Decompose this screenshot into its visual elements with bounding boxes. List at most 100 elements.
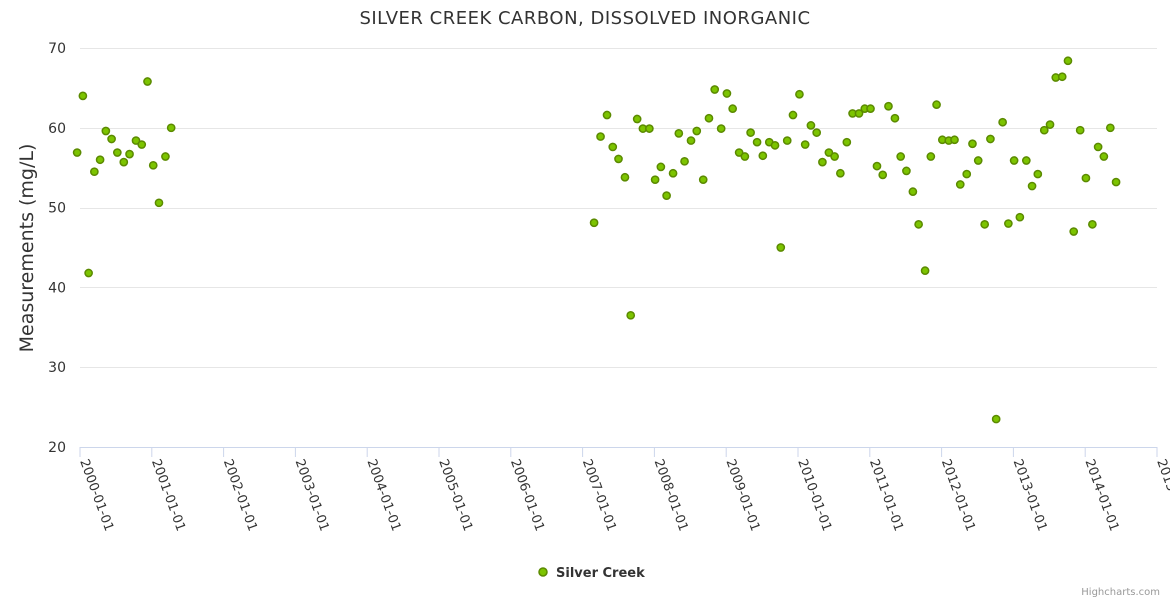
- data-point[interactable]: [589, 218, 599, 228]
- data-point[interactable]: [131, 136, 141, 145]
- data-point[interactable]: [908, 187, 918, 196]
- data-point[interactable]: [154, 198, 164, 208]
- legend-item-silver-creek[interactable]: Silver Creek: [556, 566, 645, 581]
- data-point[interactable]: [1027, 181, 1037, 191]
- data-point[interactable]: [698, 175, 708, 185]
- data-point[interactable]: [740, 152, 750, 161]
- data-point[interactable]: [973, 156, 983, 165]
- data-point[interactable]: [632, 114, 642, 124]
- data-point[interactable]: [84, 268, 93, 278]
- data-point[interactable]: [692, 126, 702, 136]
- data-point[interactable]: [662, 191, 671, 200]
- data-point[interactable]: [1021, 156, 1031, 165]
- data-point[interactable]: [968, 139, 977, 149]
- data-point[interactable]: [914, 220, 923, 229]
- data-point[interactable]: [626, 310, 636, 320]
- data-point[interactable]: [596, 132, 605, 141]
- data-point[interactable]: [734, 148, 744, 157]
- data-point[interactable]: [686, 136, 696, 145]
- data-point[interactable]: [1099, 152, 1109, 161]
- data-point[interactable]: [1093, 142, 1103, 152]
- data-point[interactable]: [800, 140, 810, 149]
- data-point[interactable]: [704, 113, 714, 123]
- data-point[interactable]: [776, 243, 786, 252]
- credits-link[interactable]: Highcharts.com: [1081, 587, 1160, 598]
- data-point[interactable]: [770, 141, 780, 150]
- data-point[interactable]: [680, 156, 689, 166]
- data-point[interactable]: [878, 170, 888, 180]
- data-point[interactable]: [932, 100, 941, 110]
- data-point[interactable]: [991, 414, 1001, 424]
- data-point[interactable]: [1111, 177, 1121, 187]
- data-point[interactable]: [650, 175, 660, 185]
- data-point[interactable]: [674, 129, 684, 138]
- data-point[interactable]: [101, 126, 111, 136]
- data-point[interactable]: [818, 157, 827, 167]
- data-point[interactable]: [148, 160, 158, 170]
- data-point[interactable]: [95, 155, 105, 165]
- data-point[interactable]: [1057, 72, 1067, 82]
- data-point[interactable]: [656, 162, 666, 172]
- data-point[interactable]: [710, 85, 720, 94]
- data-point[interactable]: [608, 142, 618, 152]
- data-point[interactable]: [1063, 56, 1073, 66]
- data-point[interactable]: [161, 152, 170, 161]
- data-point[interactable]: [758, 151, 768, 161]
- data-point[interactable]: [728, 104, 738, 113]
- data-point[interactable]: [872, 161, 882, 171]
- data-point[interactable]: [926, 152, 936, 161]
- data-point[interactable]: [998, 117, 1007, 127]
- data-point[interactable]: [842, 137, 852, 147]
- data-point[interactable]: [920, 266, 930, 275]
- data-point[interactable]: [78, 91, 88, 101]
- data-point[interactable]: [1075, 125, 1085, 135]
- data-point[interactable]: [866, 104, 875, 113]
- data-point[interactable]: [143, 77, 152, 86]
- data-point[interactable]: [806, 121, 816, 130]
- data-point[interactable]: [668, 168, 678, 178]
- data-point[interactable]: [824, 148, 834, 157]
- data-point[interactable]: [1033, 169, 1043, 179]
- data-point[interactable]: [980, 220, 990, 229]
- data-point[interactable]: [107, 134, 116, 144]
- data-point[interactable]: [1088, 220, 1097, 229]
- data-point[interactable]: [72, 148, 82, 157]
- data-point[interactable]: [166, 123, 176, 133]
- data-point[interactable]: [119, 157, 129, 167]
- data-point[interactable]: [1069, 227, 1079, 236]
- data-point[interactable]: [90, 167, 99, 177]
- data-point[interactable]: [950, 135, 959, 145]
- data-point[interactable]: [890, 113, 900, 123]
- data-point[interactable]: [986, 134, 995, 144]
- data-point[interactable]: [620, 172, 630, 182]
- data-point[interactable]: [1004, 219, 1013, 228]
- data-point[interactable]: [752, 137, 762, 147]
- data-point[interactable]: [1081, 173, 1091, 183]
- data-point[interactable]: [902, 166, 911, 176]
- data-point[interactable]: [830, 152, 839, 161]
- data-point[interactable]: [962, 169, 972, 179]
- data-point[interactable]: [602, 110, 612, 120]
- data-point[interactable]: [1009, 156, 1019, 165]
- data-point[interactable]: [896, 152, 906, 161]
- data-point[interactable]: [112, 148, 122, 157]
- data-point[interactable]: [722, 89, 732, 98]
- data-point[interactable]: [716, 124, 726, 133]
- data-point[interactable]: [854, 109, 864, 118]
- data-point[interactable]: [955, 180, 965, 189]
- data-point[interactable]: [1045, 120, 1055, 129]
- data-point[interactable]: [1039, 125, 1049, 135]
- data-point[interactable]: [125, 149, 134, 159]
- data-point[interactable]: [1105, 123, 1115, 133]
- data-point[interactable]: [1015, 212, 1025, 222]
- data-point[interactable]: [836, 168, 845, 178]
- data-point[interactable]: [782, 136, 792, 145]
- legend[interactable]: Silver Creek: [538, 566, 645, 581]
- data-point[interactable]: [645, 124, 654, 133]
- data-point[interactable]: [137, 140, 147, 149]
- data-point[interactable]: [614, 154, 623, 164]
- data-point[interactable]: [788, 110, 798, 120]
- data-point[interactable]: [746, 128, 755, 137]
- data-point[interactable]: [795, 89, 804, 99]
- data-point[interactable]: [884, 101, 893, 111]
